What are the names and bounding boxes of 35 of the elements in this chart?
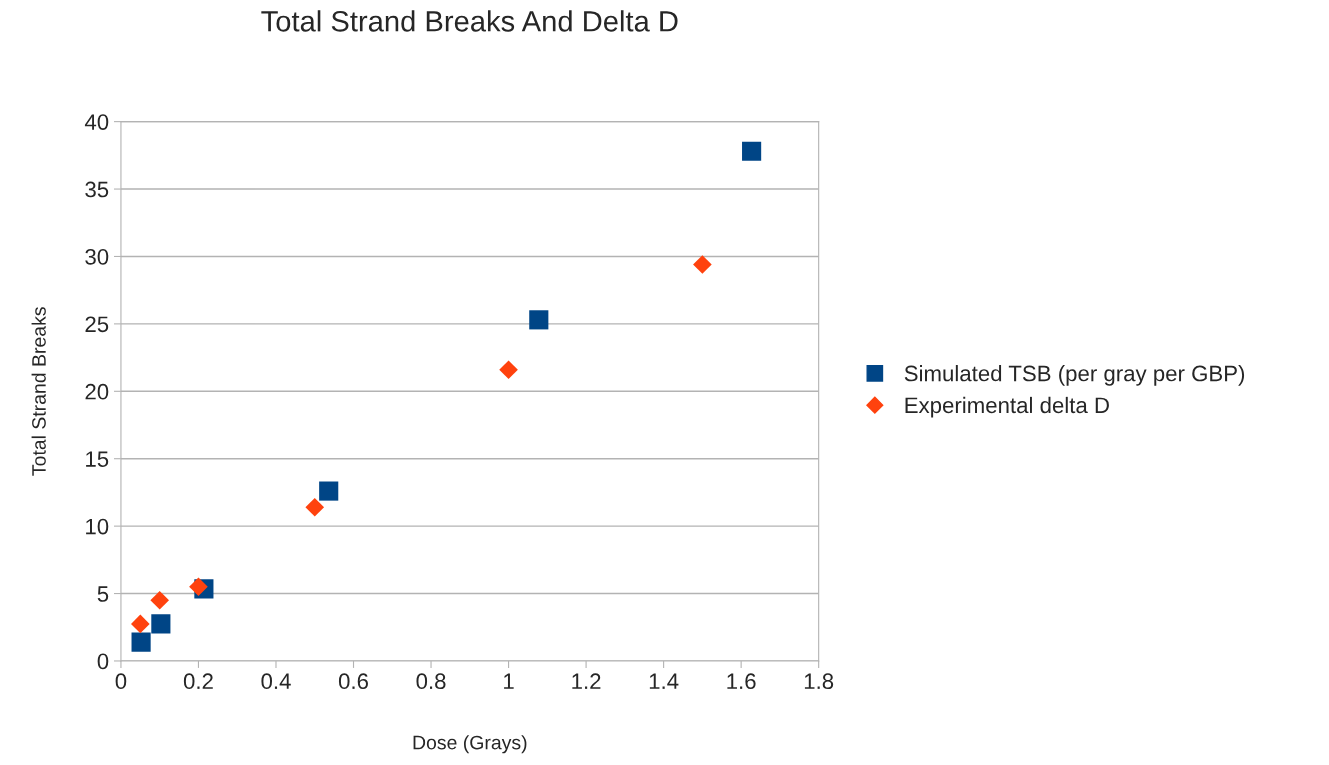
y-tick-label: 10 (86, 518, 109, 535)
y-tick-label: 20 (85, 383, 109, 400)
point (499, 360, 518, 380)
y-tick-label: 40 (84, 114, 109, 130)
point (319, 481, 339, 501)
point (693, 255, 712, 274)
x-tick-label: 0.2 (183, 673, 213, 690)
point (131, 614, 150, 634)
chart-title: Total Strand Breaks And Delta D (261, 10, 678, 32)
x-tick-label: 0.6 (338, 673, 368, 690)
x-tick-label: 1.6 (727, 673, 756, 690)
point (150, 590, 170, 610)
x-tick-label: 0.8 (416, 673, 446, 690)
x-tick-label: 1.2 (572, 673, 601, 689)
point (529, 310, 549, 330)
point (742, 141, 762, 161)
y-tick-label: 0 (97, 653, 109, 670)
y-tick-label: 25 (85, 316, 109, 333)
x-tick-label: 1.8 (804, 673, 834, 690)
point (131, 632, 151, 652)
y-tick-label: 15 (86, 451, 109, 467)
point (151, 614, 171, 634)
y-tick-label: 35 (85, 181, 109, 198)
x-tick-label: 0.4 (261, 673, 291, 690)
x-tick-label: 1 (504, 673, 514, 689)
point (305, 497, 325, 517)
legend-label: Simulated TSB (per gray per GBP) (904, 365, 1245, 386)
x-tick-label: 0 (115, 673, 127, 690)
legend-label: Experimental delta D (905, 396, 1109, 418)
x-axis-title: Dose (Grays) (413, 735, 527, 754)
y-tick-label: 5 (97, 586, 109, 602)
y-axis-title: Total Strand Breaks (31, 307, 46, 476)
point (189, 577, 208, 597)
y-tick-label: 30 (85, 249, 109, 265)
x-tick-label: 1.4 (649, 673, 679, 689)
